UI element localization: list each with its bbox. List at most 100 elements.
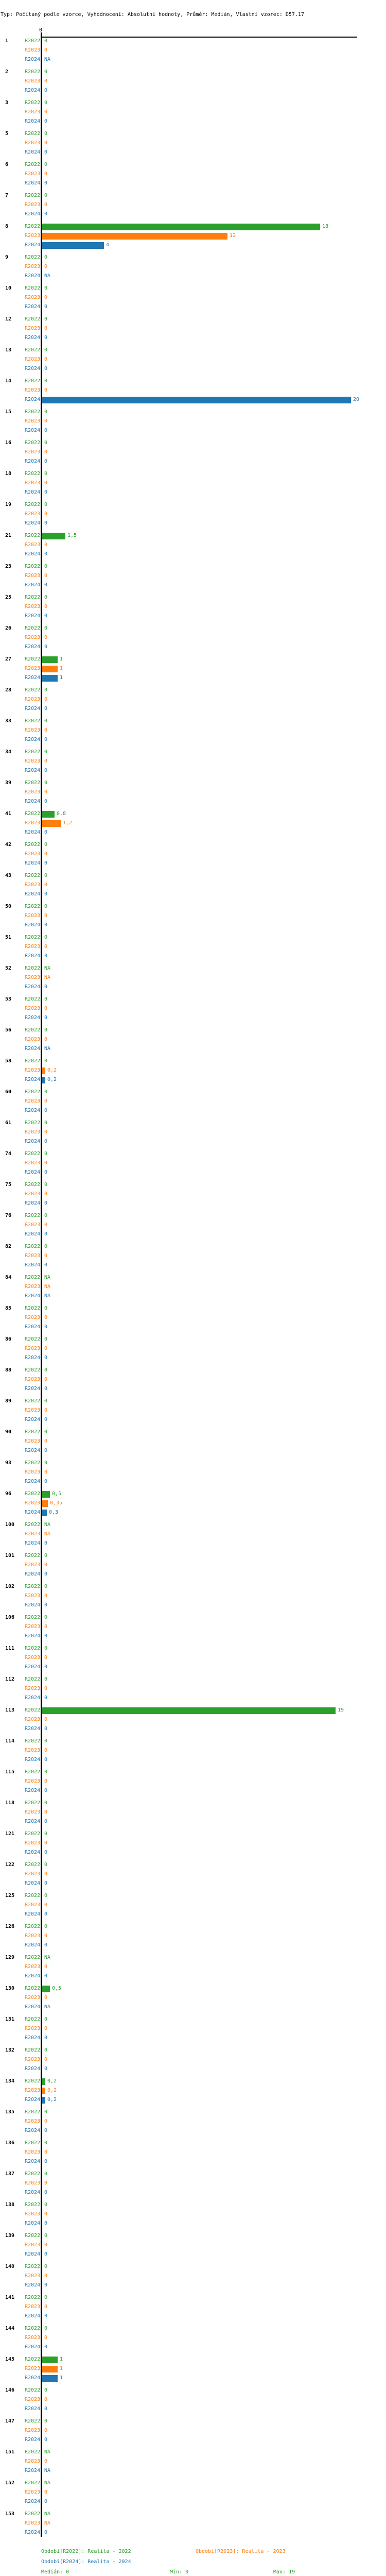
bar-value-label: 0 <box>44 2489 48 2495</box>
series-row-label: R2022 <box>25 1491 41 1497</box>
bar-value-label: 0 <box>44 502 48 507</box>
bar-value-label: 0 <box>44 1324 48 1330</box>
series-row-label: R2022 <box>25 1986 41 1991</box>
series-row-label: R2023 <box>25 975 41 980</box>
bar-value-label: 0 <box>44 1160 48 1166</box>
axis-top-line <box>41 37 357 38</box>
series-row-label: R2024 <box>25 428 41 433</box>
bar <box>42 1491 50 1498</box>
series-row-label: R2023 <box>25 1408 41 1413</box>
series-row-label: R2023 <box>25 387 41 393</box>
bar-value-label: 0 <box>44 1850 48 1855</box>
bar-value-label: 0 <box>44 2428 48 2433</box>
bar-value-label: 0 <box>44 749 48 755</box>
category-label: 141 <box>5 2295 15 2300</box>
bar-value-label: 0 <box>44 1809 48 1815</box>
series-row-label: R2024 <box>25 2375 41 2381</box>
series-row-label: R2023 <box>25 1438 41 1444</box>
category-label: 145 <box>5 2357 15 2362</box>
bar-value-label: 0 <box>44 1840 48 1846</box>
bar-value-label: NA <box>44 273 51 279</box>
series-row-label: R2024 <box>25 2159 41 2164</box>
series-row-label: R2023 <box>25 697 41 702</box>
series-row-label: R2022 <box>25 2326 41 2331</box>
bar-value-label: NA <box>44 2480 51 2486</box>
bar-value-label: 0 <box>44 1191 48 1197</box>
bar-value-label: 0 <box>44 202 48 208</box>
series-row-label: R2022 <box>25 687 41 693</box>
bar-value-label: 0 <box>44 851 48 857</box>
bar-value-label: 0 <box>44 635 48 640</box>
series-row-label: R2022 <box>25 1306 41 1311</box>
bar-value-label: 0 <box>44 2159 48 2164</box>
bar-value-label: 0 <box>44 1108 48 1113</box>
series-row-label: R2024 <box>25 1942 41 1948</box>
bar-value-label: 0 <box>44 697 48 702</box>
bar-value-label: 0 <box>44 1726 48 1732</box>
bar-value-label: 0 <box>44 180 48 186</box>
series-row-label: R2022 <box>25 656 41 662</box>
series-row-label: R2023 <box>25 2057 41 2062</box>
series-row-label: R2023 <box>25 449 41 455</box>
series-row-label: R2023 <box>25 789 41 795</box>
bar-value-label: 0 <box>44 1015 48 1021</box>
bar-value-label: 0 <box>44 604 48 609</box>
bar-value-label: 0 <box>44 1562 48 1568</box>
series-row-label: R2022 <box>25 2047 41 2053</box>
series-row-label: R2022 <box>25 1553 41 1558</box>
bar-value-label: 0 <box>44 1222 48 1228</box>
series-row-label: R2023 <box>25 1593 41 1599</box>
series-row-label: R2024 <box>25 2499 41 2504</box>
category-label: 5 <box>5 131 9 137</box>
series-row-label: R2024 <box>25 829 41 835</box>
series-row-label: R2023 <box>25 1840 41 1846</box>
category-label: 82 <box>5 1244 12 1249</box>
bar-value-label: 0 <box>44 1748 48 1753</box>
bar <box>42 233 227 240</box>
series-row-label: R2024 <box>25 489 41 495</box>
category-label: 26 <box>5 625 12 631</box>
bar-value-label: 0 <box>44 149 48 155</box>
series-row-label: R2024 <box>25 1448 41 1453</box>
bar-value-label: 0 <box>44 780 48 786</box>
bar-value-label: 0 <box>44 768 48 773</box>
bar-value-label: 0 <box>44 1377 48 1382</box>
bar-value-label: 0 <box>44 2304 48 2310</box>
bar-value-label: 0 <box>44 2109 48 2115</box>
bar-value-label: 0 <box>44 2119 48 2124</box>
bar-value-label: NA <box>44 57 51 62</box>
bar-value-label: 19 <box>338 1707 344 1713</box>
series-row-label: R2023 <box>25 2026 41 2031</box>
series-row-label: R2024 <box>25 1262 41 1268</box>
legend-entry-r2024: Období[R2024]: Realita - 2024 <box>41 2559 131 2565</box>
axis-tick-mark <box>41 32 42 37</box>
bar-value-label: 0 <box>44 1995 48 2001</box>
bar-value-label: 0 <box>44 1571 48 1577</box>
bar-value-label: 0 <box>44 1417 48 1422</box>
category-label: 75 <box>5 1182 12 1188</box>
category-label: 131 <box>5 2016 15 2022</box>
category-label: 28 <box>5 687 12 693</box>
series-row-label: R2024 <box>25 551 41 557</box>
series-row-label: R2024 <box>25 520 41 526</box>
bar-value-label: 0 <box>44 2016 48 2022</box>
series-row-label: R2022 <box>25 1460 41 1466</box>
series-row-label: R2022 <box>25 1244 41 1249</box>
bar <box>42 2357 58 2363</box>
series-row-label: R2023 <box>25 1964 41 1970</box>
bar-value-label: 0 <box>44 1633 48 1639</box>
bar-value-label: 0 <box>44 935 48 940</box>
bar-value-label: 0 <box>44 1871 48 1877</box>
bar-value-label: 0 <box>44 1788 48 1793</box>
series-row-label: R2024 <box>25 2251 41 2257</box>
series-row-label: R2024 <box>25 459 41 464</box>
series-row-label: R2024 <box>25 2437 41 2443</box>
bar-value-label: 1 <box>60 656 63 662</box>
bar-value-label: 0 <box>44 1244 48 1249</box>
series-row-label: R2024 <box>25 2313 41 2319</box>
series-row-label: R2024 <box>25 1139 41 1144</box>
bar-value-label: NA <box>44 2449 51 2455</box>
series-row-label: R2023 <box>25 1686 41 1691</box>
category-label: 19 <box>5 502 12 507</box>
series-row-label: R2024 <box>25 1633 41 1639</box>
